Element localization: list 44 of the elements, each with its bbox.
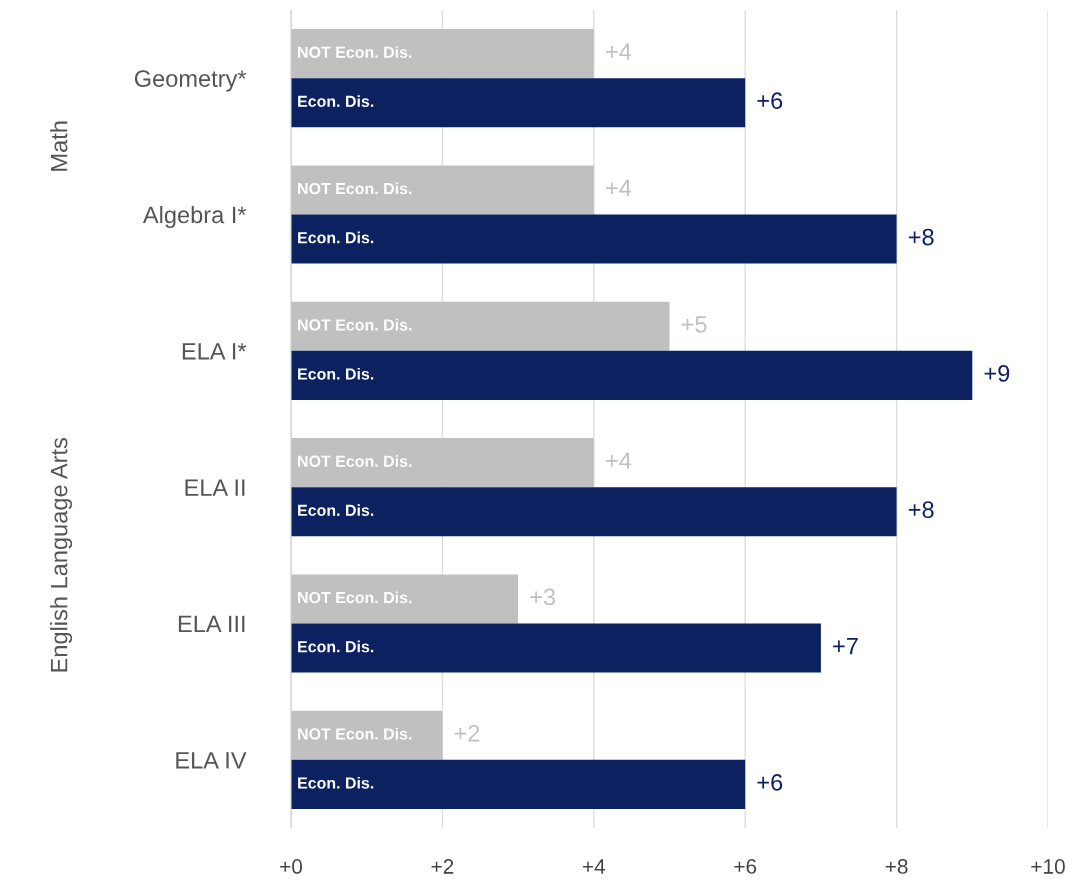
x-tick-label: +2 — [431, 859, 454, 874]
data-label: +3 — [530, 588, 556, 606]
text: NOT Econ. Dis. — [298, 318, 412, 331]
bar — [291, 487, 897, 537]
data-label: +9 — [984, 364, 1010, 382]
data-label: +4 — [606, 179, 632, 197]
data-label: +6 — [757, 92, 783, 110]
text: NOT Econ. Dis. — [298, 591, 412, 604]
text: Math — [50, 121, 68, 171]
y-tick-label: ELA IV — [176, 752, 247, 769]
text: Econ. Dis. — [298, 640, 374, 653]
text: NOT Econ. Dis. — [298, 455, 412, 467]
bar — [291, 350, 973, 400]
y-tick-label: ELA I* — [182, 343, 247, 360]
y-tick-label: Geometry* — [134, 70, 247, 92]
text: Econ. Dis. — [298, 504, 374, 516]
data-label: +4 — [606, 43, 632, 60]
y-tick-label: Algebra I* — [142, 205, 247, 228]
x-tick-label: +6 — [734, 859, 757, 874]
text: Econ. Dis. — [298, 367, 374, 380]
y-tick-label: ELA III — [178, 615, 245, 633]
text: Econ. Dis. — [298, 776, 374, 789]
series-label: Econ. Dis. — [298, 95, 374, 107]
x-tick-label: +10 — [1031, 859, 1065, 874]
text: Econ. Dis. — [298, 231, 374, 244]
x-tick-label: +4 — [582, 859, 606, 874]
data-label: +6 — [757, 773, 783, 791]
x-tick-label: +8 — [885, 859, 908, 874]
data-label: +4 — [606, 452, 632, 469]
data-label: +8 — [908, 228, 934, 246]
bar — [291, 214, 897, 264]
text: English Language Arts — [50, 438, 73, 672]
text: NOT Econ. Dis. — [298, 182, 412, 195]
y-tick-label: ELA II — [185, 479, 245, 496]
series-label: NOT Econ. Dis. — [298, 46, 412, 58]
data-label: +5 — [681, 316, 707, 333]
x-tick-label: +0 — [280, 859, 303, 874]
data-label: +2 — [454, 724, 480, 742]
data-label: +7 — [833, 637, 858, 655]
bar — [291, 78, 746, 128]
text: NOT Econ. Dis. — [298, 727, 412, 740]
bar — [291, 623, 821, 673]
data-label: +8 — [908, 501, 934, 519]
bar — [291, 759, 746, 809]
